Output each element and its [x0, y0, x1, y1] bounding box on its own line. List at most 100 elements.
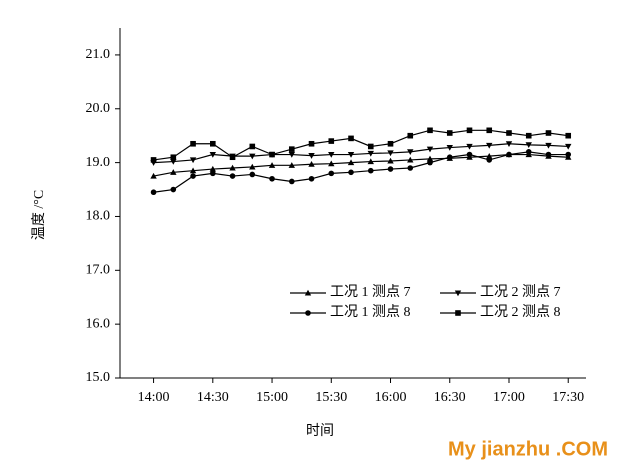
- marker: [209, 151, 217, 158]
- marker: [367, 158, 374, 165]
- marker: [288, 178, 295, 185]
- marker: [288, 162, 295, 168]
- marker: [407, 156, 414, 163]
- marker: [525, 132, 532, 139]
- marker: [269, 151, 275, 158]
- marker: [150, 172, 157, 179]
- marker: [545, 142, 552, 149]
- marker: [387, 157, 394, 164]
- series-line: [153, 153, 569, 177]
- series-line: [153, 129, 569, 161]
- marker: [328, 151, 335, 158]
- marker: [446, 154, 453, 161]
- x-tick-label: 15:30: [315, 390, 347, 405]
- marker: [308, 153, 315, 159]
- y-tick-label: 19.0: [86, 155, 111, 170]
- marker: [407, 132, 414, 139]
- marker: [347, 159, 355, 166]
- marker: [249, 143, 256, 150]
- marker: [426, 155, 434, 162]
- marker: [348, 169, 354, 176]
- marker: [466, 143, 473, 150]
- marker: [506, 151, 512, 158]
- marker: [486, 142, 493, 149]
- marker: [189, 167, 197, 174]
- marker: [505, 141, 513, 147]
- marker: [387, 140, 394, 147]
- marker: [525, 142, 532, 149]
- marker: [249, 153, 256, 160]
- marker: [455, 310, 461, 316]
- marker: [328, 160, 335, 167]
- marker: [387, 166, 394, 172]
- y-tick-label: 18.0: [86, 209, 111, 224]
- marker: [545, 151, 552, 158]
- y-axis-label: 温度 /°C: [31, 190, 47, 240]
- legend-label: 工况 1 测点 8: [330, 304, 411, 320]
- legend-label: 工况 1 测点 7: [330, 284, 411, 300]
- marker: [427, 127, 433, 134]
- marker: [486, 152, 493, 159]
- marker: [288, 151, 295, 158]
- marker: [525, 149, 532, 155]
- marker: [486, 127, 493, 134]
- marker: [387, 150, 394, 157]
- series-line: [153, 151, 569, 193]
- marker: [466, 151, 473, 158]
- marker: [454, 290, 462, 297]
- marker: [446, 144, 453, 151]
- marker: [210, 140, 216, 147]
- y-tick-label: 20.0: [86, 101, 111, 116]
- marker: [367, 150, 374, 157]
- legend-label: 工况 2 测点 7: [480, 284, 561, 300]
- marker: [229, 154, 236, 161]
- marker: [190, 173, 196, 179]
- marker: [308, 175, 315, 182]
- x-tick-label: 14:30: [197, 390, 229, 405]
- marker: [229, 164, 236, 171]
- x-tick-label: 14:00: [138, 390, 170, 405]
- marker: [210, 170, 216, 177]
- legend-label: 工况 2 测点 8: [480, 304, 561, 320]
- marker: [170, 154, 177, 161]
- marker: [304, 289, 312, 296]
- marker: [170, 158, 177, 165]
- watermark: My jianzhu .COM: [448, 438, 608, 460]
- marker: [367, 167, 374, 174]
- marker: [229, 173, 236, 179]
- marker: [288, 146, 295, 152]
- marker: [565, 143, 572, 150]
- x-axis-label: 时间: [306, 423, 334, 439]
- marker: [305, 310, 311, 316]
- marker: [506, 130, 512, 136]
- marker: [209, 165, 217, 172]
- marker: [170, 169, 177, 175]
- marker: [308, 161, 315, 167]
- marker: [190, 140, 196, 147]
- marker: [348, 135, 354, 142]
- x-tick-label: 15:00: [256, 390, 288, 405]
- y-tick-label: 21.0: [86, 47, 111, 62]
- series-line: [153, 143, 569, 164]
- x-tick-label: 16:30: [434, 390, 466, 405]
- marker: [407, 149, 414, 156]
- marker: [545, 130, 552, 136]
- marker: [426, 146, 434, 153]
- marker: [347, 151, 355, 158]
- marker: [328, 170, 335, 177]
- y-tick-label: 16.0: [86, 316, 111, 331]
- marker: [466, 127, 473, 134]
- y-tick-label: 15.0: [86, 370, 111, 385]
- marker: [268, 162, 276, 168]
- marker: [565, 151, 572, 158]
- marker: [367, 143, 374, 150]
- x-tick-label: 16:00: [375, 390, 407, 405]
- marker: [308, 140, 315, 147]
- x-tick-label: 17:00: [493, 390, 525, 405]
- marker: [150, 157, 157, 163]
- marker: [269, 175, 275, 182]
- marker: [407, 165, 414, 171]
- marker: [328, 138, 335, 144]
- marker: [150, 189, 157, 196]
